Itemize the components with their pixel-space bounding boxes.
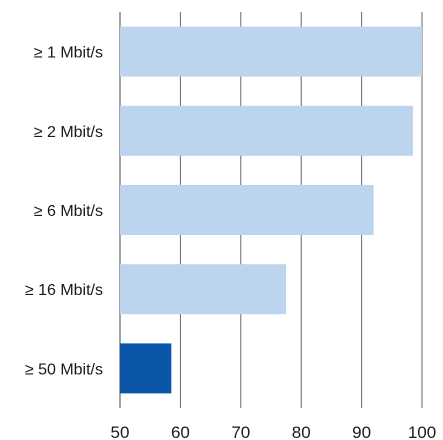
category-label: ≥ 16 Mbit/s [25,282,103,299]
x-tick-label: 90 [352,423,371,440]
x-tick-labels: 50 60 70 80 90 100 [111,423,437,440]
category-label: ≥ 50 Mbit/s [25,361,103,378]
category-label: ≥ 6 Mbit/s [34,203,103,220]
x-tick-label: 80 [292,423,311,440]
category-label: ≥ 1 Mbit/s [34,45,103,62]
x-tick-label: 50 [111,423,130,440]
bar-5 [120,343,172,394]
bar-3 [120,185,374,235]
category-label: ≥ 2 Mbit/s [34,124,103,141]
x-tick-label: 60 [171,423,190,440]
bar-4 [120,264,287,315]
bars [120,26,422,394]
bar-2 [120,105,413,156]
x-tick-label: 70 [231,423,250,440]
bar-1 [120,26,422,77]
x-tick-label: 100 [408,423,436,440]
category-labels: ≥ 1 Mbit/s ≥ 2 Mbit/s ≥ 6 Mbit/s ≥ 16 Mbit/… [25,45,103,379]
